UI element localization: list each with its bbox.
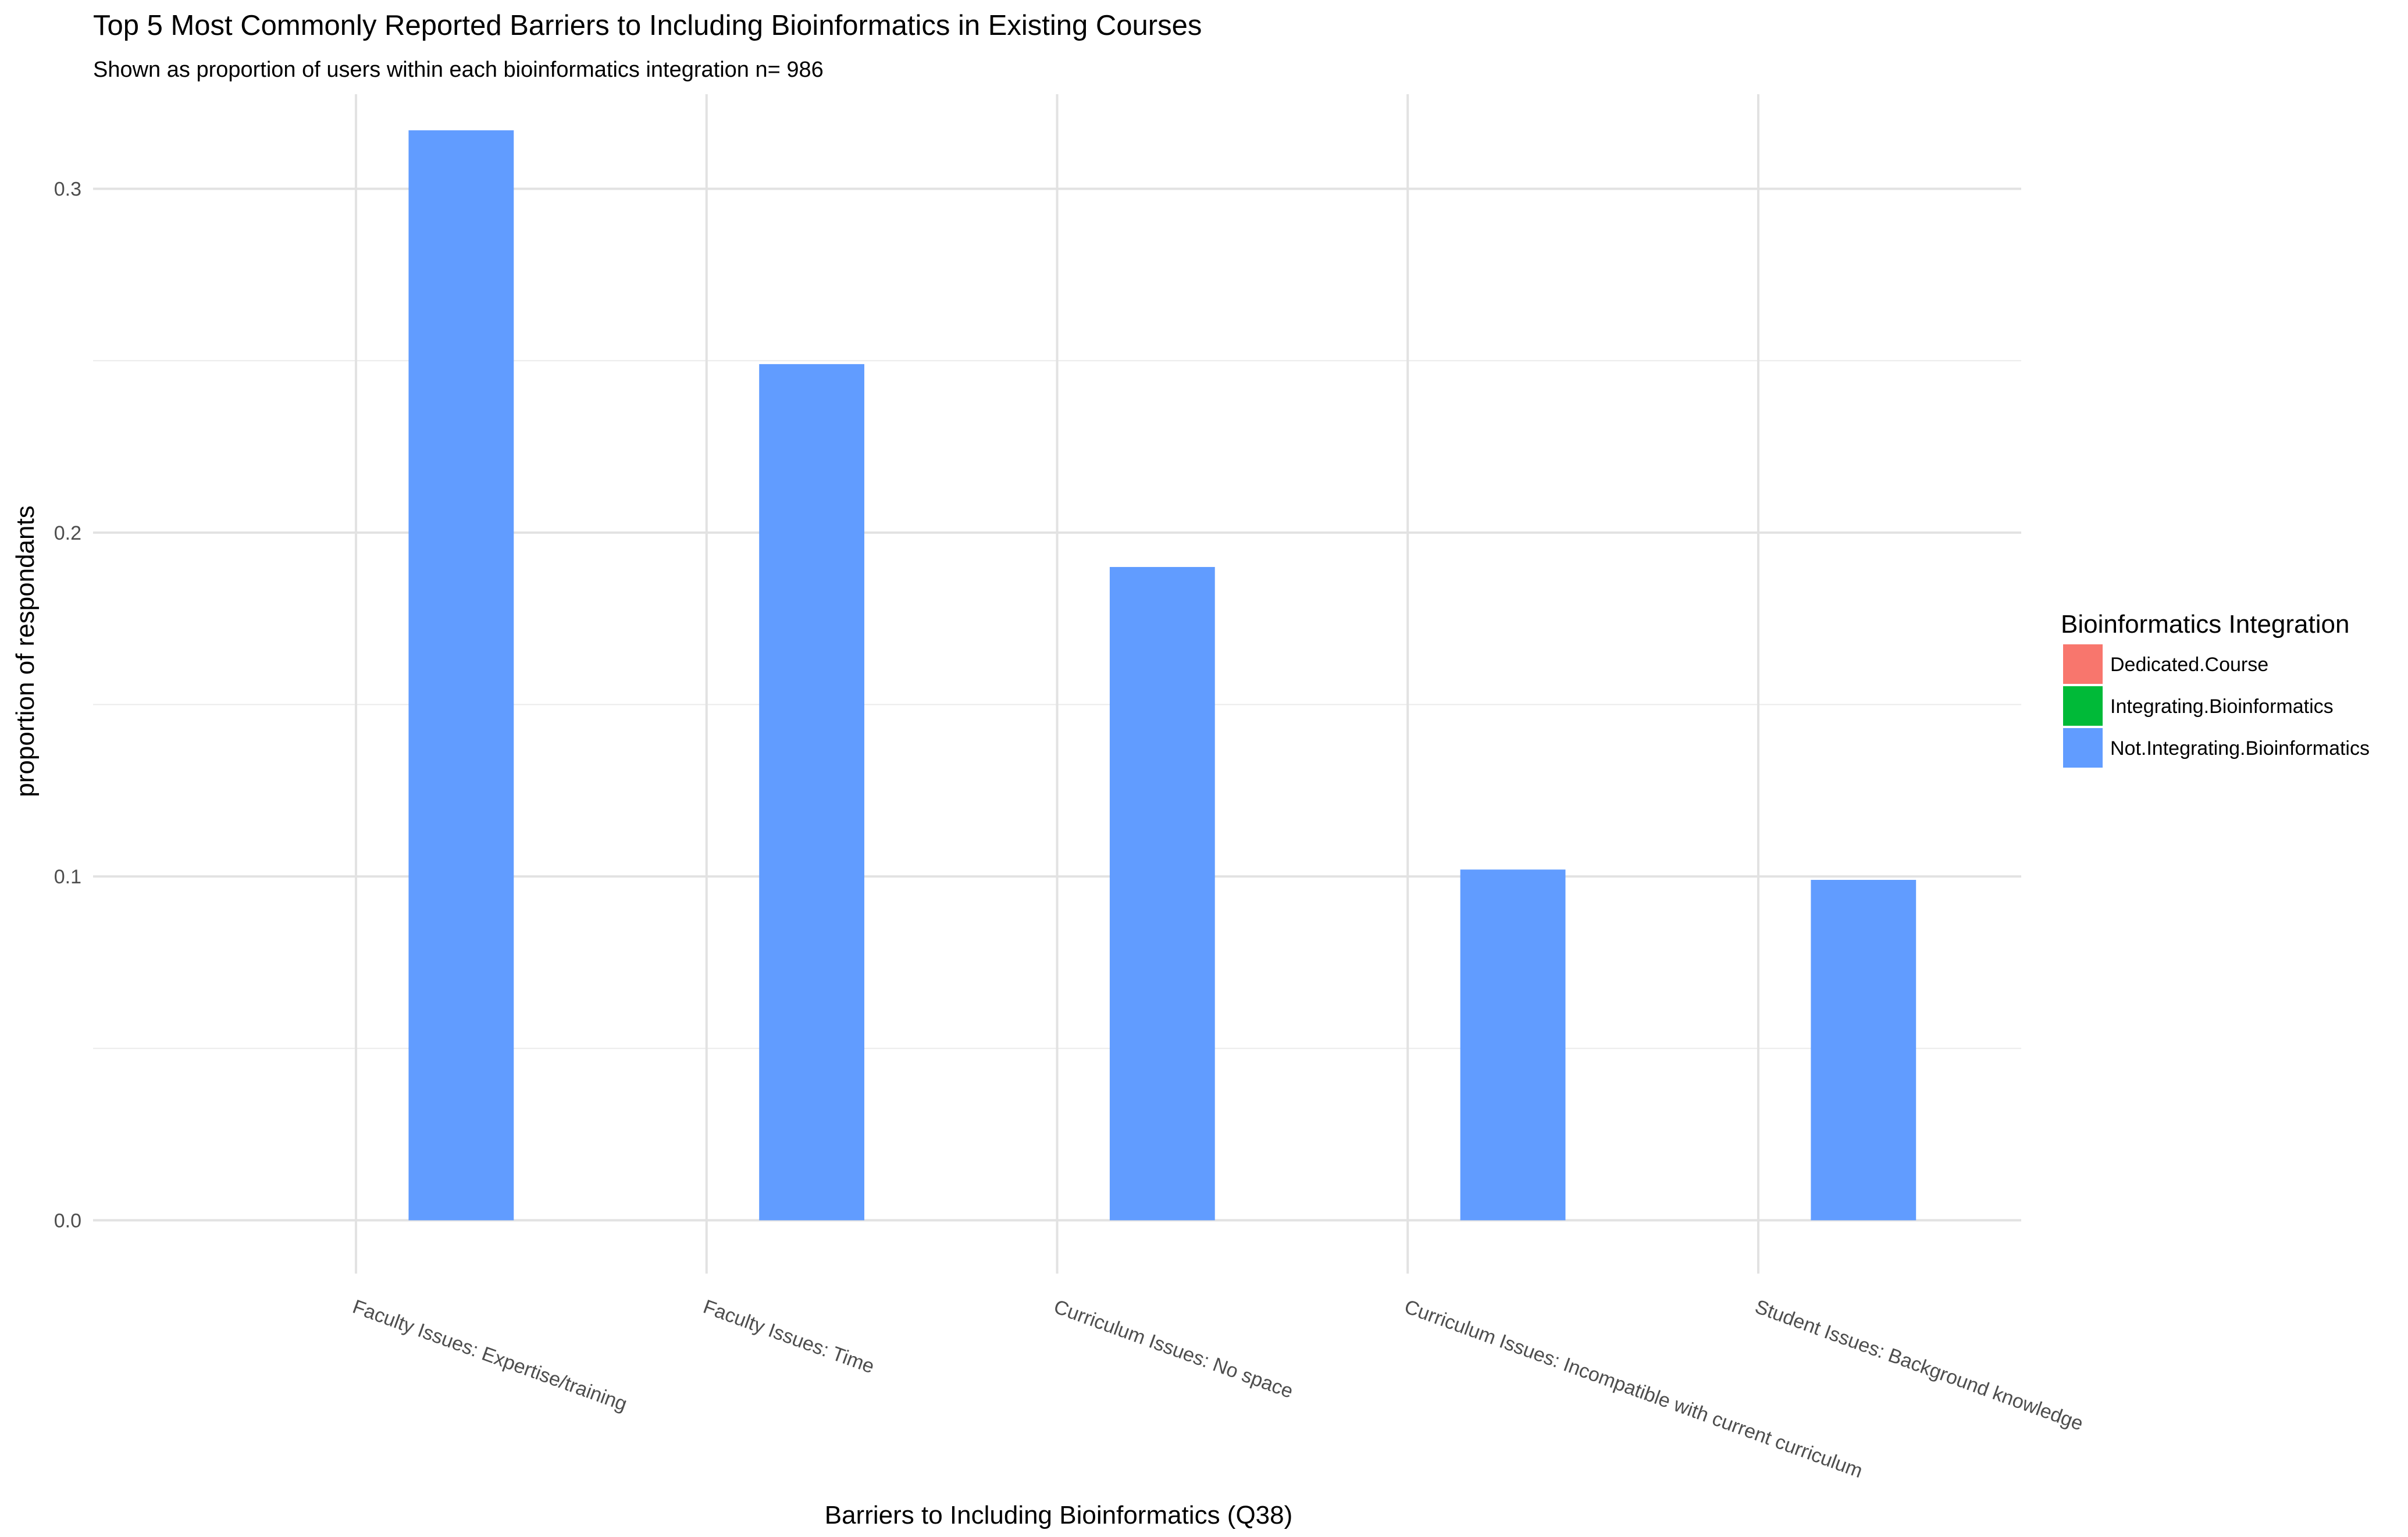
y-tick-label: 0.2 <box>54 522 81 544</box>
legend-swatch-Not.Integrating.Bioinformatics <box>2063 728 2103 768</box>
legend-label-Integrating.Bioinformatics: Integrating.Bioinformatics <box>2110 696 2334 718</box>
legend-title: Bioinformatics Integration <box>2061 610 2349 639</box>
y-tick-label: 0.1 <box>54 866 81 888</box>
y-tick-label: 0.3 <box>54 179 81 201</box>
bar-Not.Integrating.Bioinformatics-4 <box>1460 869 1566 1221</box>
legend-label-Not.Integrating.Bioinformatics: Not.Integrating.Bioinformatics <box>2110 737 2370 759</box>
y-axis-ticks: 0.0 0.1 0.2 0.3 <box>54 179 81 1232</box>
legend-label-Dedicated.Course: Dedicated.Course <box>2110 654 2268 676</box>
bar-Not.Integrating.Bioinformatics-5 <box>1811 880 1917 1221</box>
legend-swatch-Dedicated.Course <box>2063 644 2103 684</box>
legend-items: Dedicated.Course Integrating.Bioinformati… <box>2063 644 2370 768</box>
bar-Not.Integrating.Bioinformatics-3 <box>1109 566 1215 1221</box>
x-axis-title: Barriers to Including Bioinformatics (Q3… <box>825 1501 1293 1529</box>
bar-Not.Integrating.Bioinformatics-1 <box>408 130 514 1221</box>
bar-Not.Integrating.Bioinformatics-2 <box>759 364 864 1221</box>
bars <box>408 130 1917 1221</box>
legend-swatch-Integrating.Bioinformatics <box>2063 686 2103 726</box>
y-axis-title: proportion of respondants <box>11 505 40 797</box>
chart-subtitle: Shown as proportion of users within each… <box>93 58 824 82</box>
chart-title: Top 5 Most Commonly Reported Barriers to… <box>93 10 1202 41</box>
legend: Bioinformatics Integration Dedicated.Cou… <box>2061 610 2370 768</box>
y-tick-label: 0.0 <box>54 1210 81 1232</box>
